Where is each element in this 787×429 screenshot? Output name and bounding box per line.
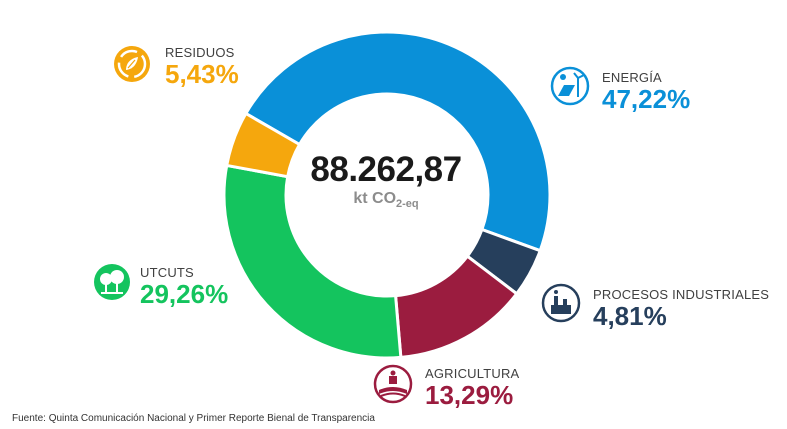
category-percent: 29,26% — [140, 279, 229, 309]
slice-energ-a — [244, 30, 552, 253]
source-note: Fuente: Quinta Comunicación Nacional y P… — [12, 413, 375, 424]
recycle-icon — [114, 46, 150, 82]
category-name: RESIDUOS — [165, 45, 235, 60]
category-percent: 13,29% — [425, 380, 514, 410]
category-name: AGRICULTURA — [425, 366, 520, 381]
label-procesos-industriales: PROCESOS INDUSTRIALES 4,81% — [593, 287, 769, 330]
total-emissions-value: 88.262,87 — [310, 150, 462, 189]
factory-icon — [541, 283, 581, 323]
slice-utcuts — [222, 163, 403, 360]
trees-icon — [94, 264, 130, 300]
category-name: ENERGÍA — [602, 70, 662, 85]
slice-residuos — [225, 112, 302, 179]
total-emissions-unit: kt CO2-eq — [353, 190, 419, 210]
solar-wind-icon — [550, 66, 590, 106]
category-name: UTCUTS — [140, 265, 194, 280]
category-percent: 5,43% — [165, 59, 239, 89]
farm-icon — [373, 364, 413, 404]
label-agricultura: AGRICULTURA 13,29% — [425, 366, 519, 409]
category-name: PROCESOS INDUSTRIALES — [593, 287, 770, 302]
category-percent: 4,81% — [593, 301, 667, 331]
label-energia: ENERGÍA 47,22% — [602, 70, 690, 113]
label-residuos: RESIDUOS 5,43% — [165, 45, 239, 88]
label-utcuts: UTCUTS 29,26% — [140, 265, 228, 308]
category-percent: 47,22% — [602, 84, 691, 114]
